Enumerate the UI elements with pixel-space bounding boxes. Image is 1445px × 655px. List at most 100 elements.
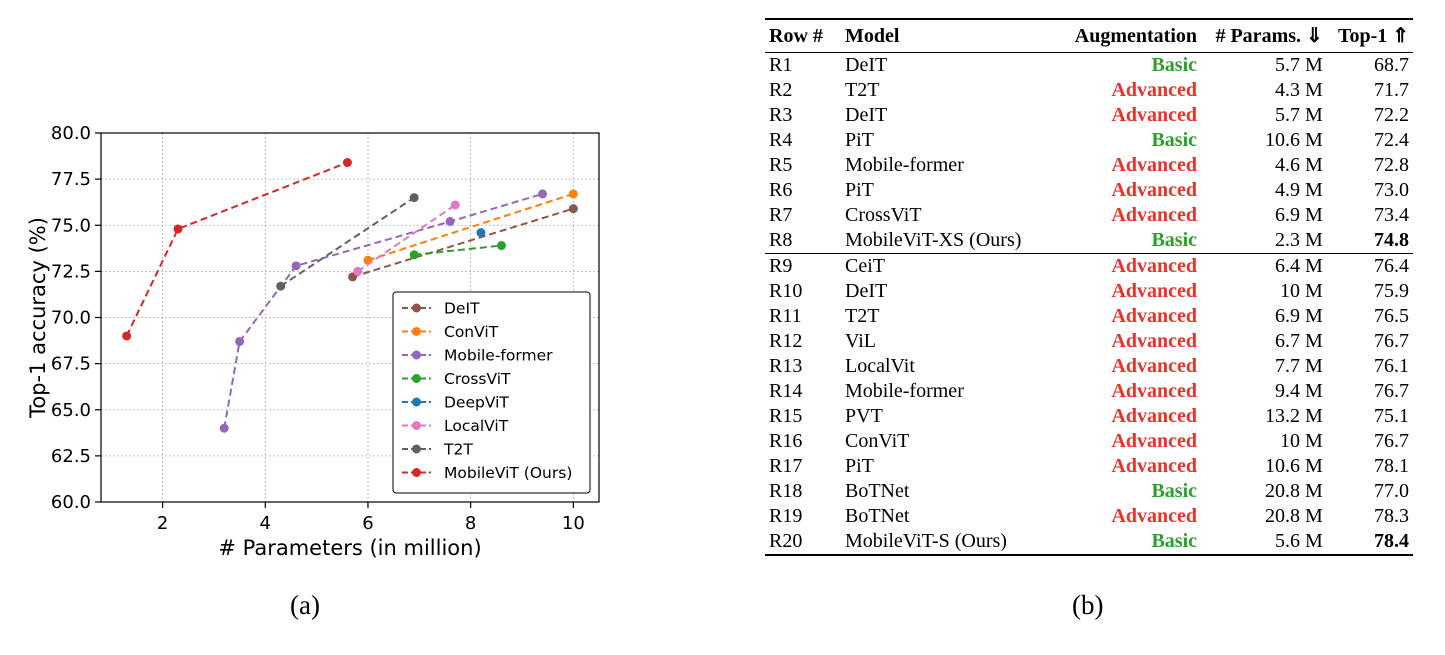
params-cell: 2.3 M <box>1274 229 1323 251</box>
table-row: R17 PiT Advanced 10.6 M 78.1 <box>765 454 1413 479</box>
model-cell: DeIT <box>845 54 888 76</box>
top1-cell: 76.7 <box>1374 430 1409 452</box>
data-point-mobilevit-ours <box>173 224 183 234</box>
data-point-mobile-former <box>219 423 229 433</box>
x-tick-label: 8 <box>465 513 476 534</box>
augmentation-cell: Advanced <box>1111 305 1198 327</box>
data-point-t2t <box>409 193 419 203</box>
legend-label: Mobile-former <box>444 347 553 365</box>
params-cell: 4.6 M <box>1274 154 1323 176</box>
y-tick-label: 77.5 <box>51 169 91 190</box>
augmentation-cell: Basic <box>1151 480 1198 502</box>
legend-label: CrossViT <box>444 370 511 388</box>
augmentation-cell: Advanced <box>1111 179 1198 201</box>
table-row: R4 PiT Basic 10.6 M 72.4 <box>765 128 1413 153</box>
header-params: # Params. ⇓ <box>1215 24 1323 47</box>
params-cell: 6.7 M <box>1274 330 1323 352</box>
series-line-crossvit <box>414 244 502 256</box>
x-axis-label: # Parameters (in million) <box>218 536 481 560</box>
series-line-deit <box>352 207 574 278</box>
data-point-localvit <box>353 266 363 276</box>
table-row: R8 MobileViT-XS (Ours) Basic 2.3 M 74.8 <box>765 228 1413 254</box>
top1-cell: 76.7 <box>1374 330 1409 352</box>
model-cell: MobileViT-S (Ours) <box>845 530 1007 552</box>
y-tick-label: 60.0 <box>51 492 91 513</box>
top1-cell: 73.4 <box>1374 204 1409 226</box>
data-point-mobilevit-ours <box>342 158 352 168</box>
legend-marker <box>412 374 421 383</box>
top1-cell: 76.1 <box>1374 355 1409 377</box>
series-line-t2t <box>280 196 415 287</box>
data-point-localvit <box>450 200 460 210</box>
legend-label: T2T <box>443 441 473 459</box>
augmentation-cell: Advanced <box>1111 280 1198 302</box>
model-cell: LocalVit <box>845 355 915 377</box>
legend-label: DeepViT <box>444 394 509 412</box>
y-tick-label: 75.0 <box>51 215 91 236</box>
data-point-mobile-former <box>235 336 245 346</box>
data-point-mobile-former <box>538 189 548 199</box>
table-row: R1 DeIT Basic 5.7 M 68.7 <box>765 53 1413 79</box>
data-point-deit <box>568 204 578 214</box>
y-tick-label: 80.0 <box>51 123 91 144</box>
model-cell: T2T <box>845 79 880 101</box>
params-cell: 9.4 M <box>1274 380 1323 402</box>
row-number-cell: R19 <box>769 505 803 527</box>
augmentation-cell: Basic <box>1151 54 1198 76</box>
top1-cell: 73.0 <box>1374 179 1409 201</box>
augmentation-cell: Advanced <box>1111 405 1198 427</box>
series-line-convit <box>367 192 574 262</box>
table-row: R10 DeIT Advanced 10 M 75.9 <box>765 279 1413 304</box>
top1-cell: 78.3 <box>1374 505 1409 527</box>
data-point-mobile-former <box>291 261 301 271</box>
data-point-mobile-former <box>445 217 455 227</box>
data-point-crossvit <box>496 241 506 251</box>
augmentation-cell: Advanced <box>1111 330 1198 352</box>
table-row: R13 LocalVit Advanced 7.7 M 76.1 <box>765 354 1413 379</box>
model-cell: PiT <box>845 455 874 477</box>
augmentation-cell: Advanced <box>1111 79 1198 101</box>
y-tick-label: 67.5 <box>51 354 91 375</box>
row-number-cell: R3 <box>769 104 793 126</box>
top1-cell: 77.0 <box>1374 480 1409 502</box>
legend-marker <box>412 421 421 430</box>
y-tick-label: 72.5 <box>51 261 91 282</box>
table-body: R1 DeIT Basic 5.7 M 68.7 R2 T2T Advanced 4.3 M 71… <box>765 53 1413 555</box>
header-augmentation: Augmentation <box>1074 24 1198 47</box>
params-cell: 13.2 M <box>1264 405 1323 427</box>
table-row: R16 ConViT Advanced 10 M 76.7 <box>765 429 1413 454</box>
params-cell: 10.6 M <box>1264 455 1323 477</box>
y-tick-label: 70.0 <box>51 308 91 329</box>
row-number-cell: R2 <box>769 79 793 101</box>
params-cell: 4.3 M <box>1274 79 1323 101</box>
table-header-row: Row # Model Augmentation # Params. ⇓ Top… <box>765 19 1413 53</box>
top1-cell: 76.7 <box>1374 380 1409 402</box>
row-number-cell: R17 <box>769 455 803 477</box>
legend-marker <box>412 303 421 313</box>
params-cell: 5.7 M <box>1274 104 1323 126</box>
header-row-number: Row # <box>769 24 823 47</box>
params-cell: 20.8 M <box>1264 480 1323 502</box>
model-cell: CrossViT <box>845 204 922 226</box>
data-point-convit <box>568 189 578 199</box>
table-row: R9 CeiT Advanced 6.4 M 76.4 <box>765 253 1413 280</box>
table-row: R20 MobileViT-S (Ours) Basic 5.6 M 78.4 <box>765 529 1413 555</box>
params-cell: 10.6 M <box>1264 129 1323 151</box>
x-tick-label: 4 <box>260 513 271 534</box>
model-cell: Mobile-former <box>845 380 964 402</box>
row-number-cell: R7 <box>769 204 793 226</box>
legend-marker <box>412 444 421 454</box>
row-number-cell: R10 <box>769 280 803 302</box>
y-tick-label: 65.0 <box>51 400 91 421</box>
row-number-cell: R14 <box>769 380 803 402</box>
legend-label: LocalViT <box>444 417 509 435</box>
model-cell: T2T <box>845 305 880 327</box>
model-cell: PiT <box>845 179 874 201</box>
top1-cell: 68.7 <box>1374 54 1409 76</box>
row-number-cell: R20 <box>769 530 803 552</box>
top1-cell: 72.2 <box>1374 104 1409 126</box>
table-row: R15 PVT Advanced 13.2 M 75.1 <box>765 404 1413 429</box>
params-cell: 10 M <box>1279 430 1323 452</box>
header-model: Model <box>845 24 900 47</box>
model-cell: DeIT <box>845 280 888 302</box>
